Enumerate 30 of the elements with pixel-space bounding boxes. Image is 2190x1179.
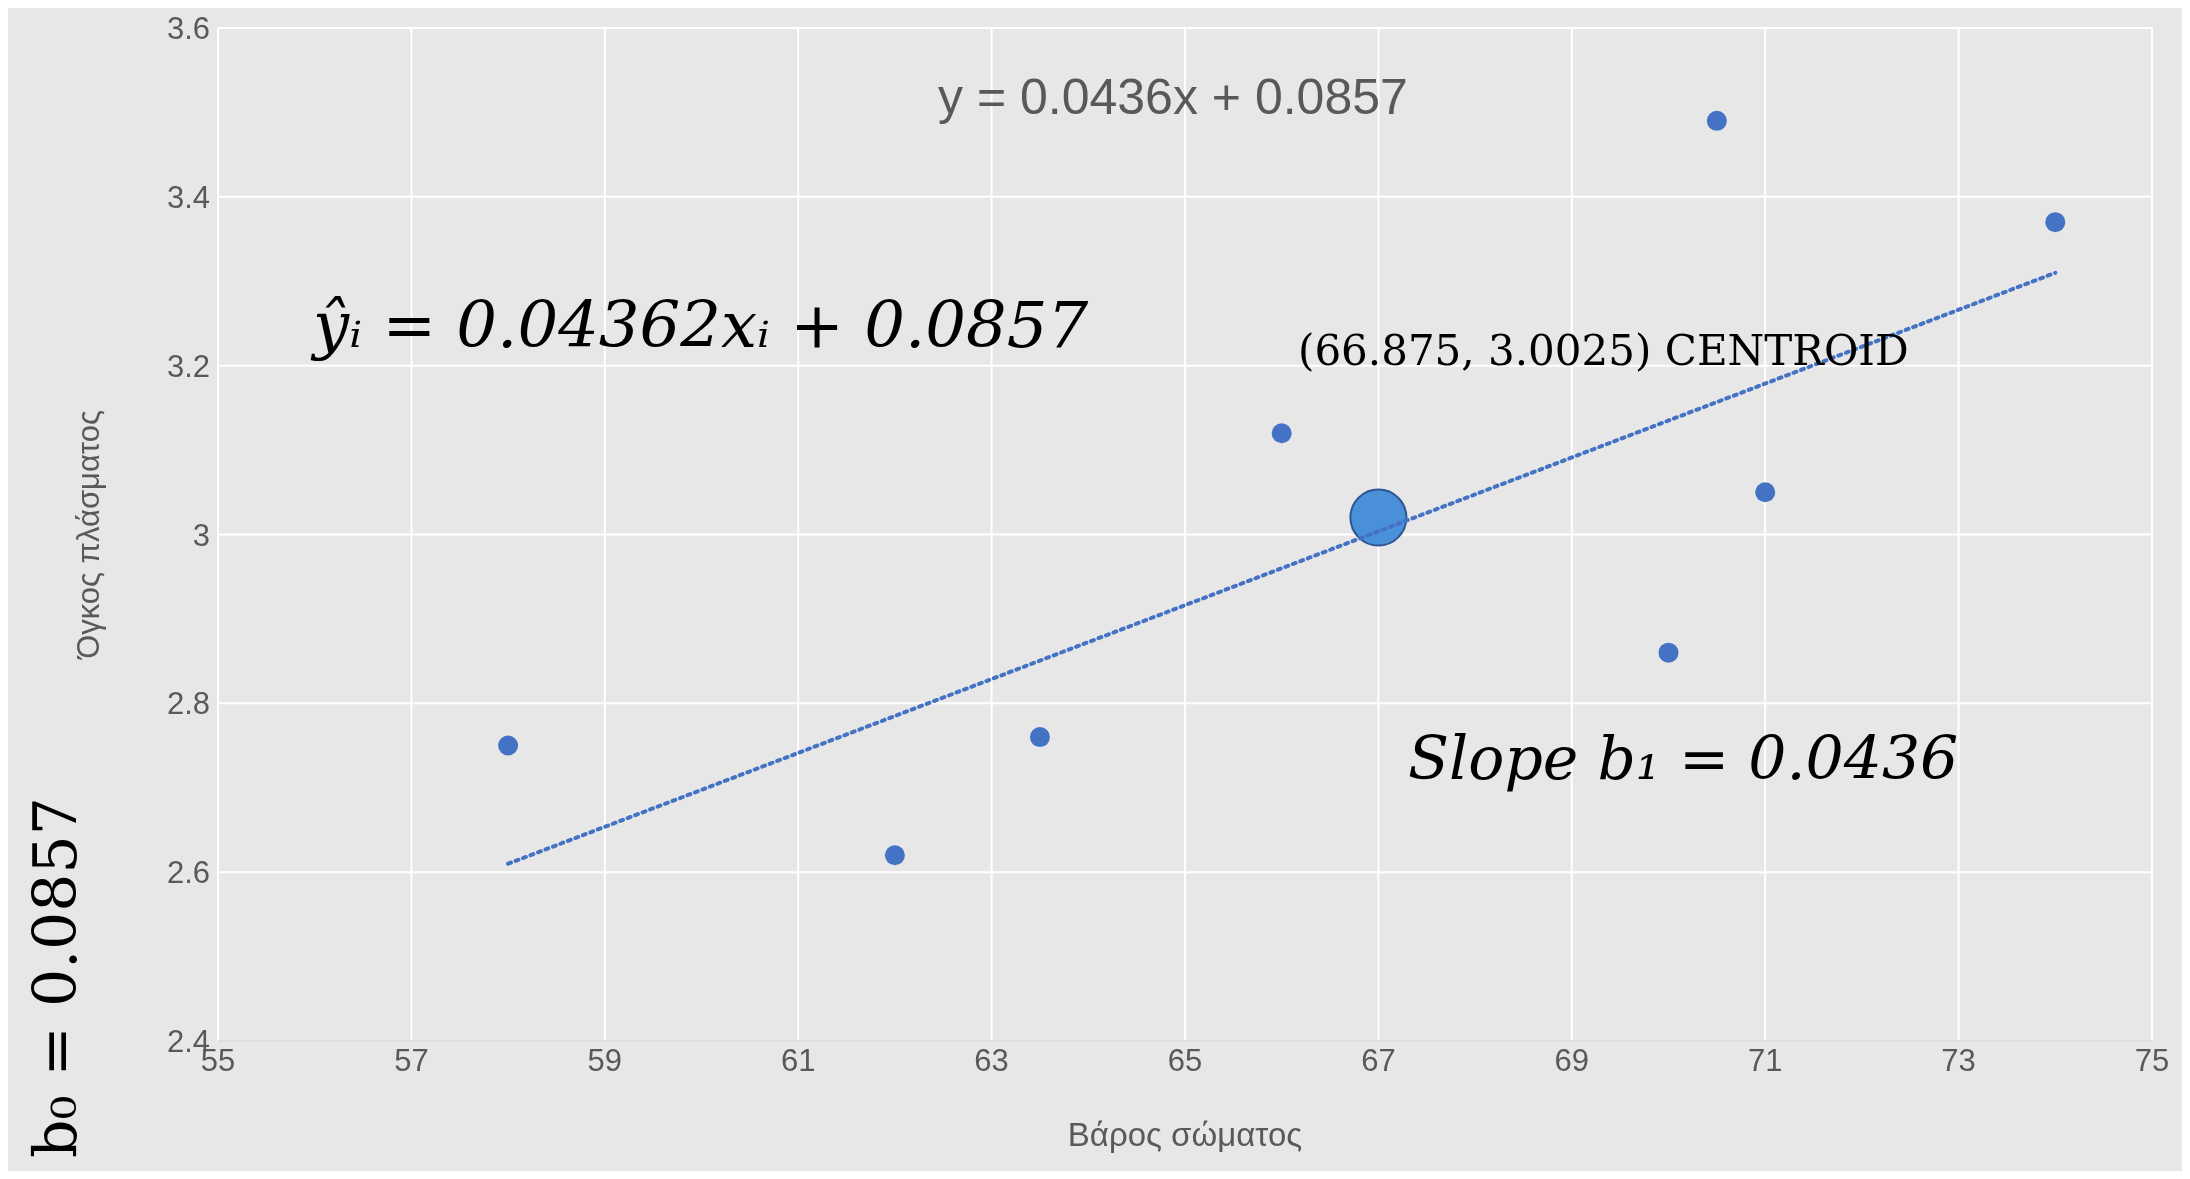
point bbox=[1349, 488, 1408, 547]
y-tick-label: 2.8 bbox=[166, 686, 210, 722]
y-tick-label: 3.4 bbox=[166, 179, 210, 215]
point bbox=[1755, 482, 1776, 503]
point bbox=[884, 845, 905, 866]
text: b₀ = 0.0857 bbox=[20, 797, 90, 1158]
x-tick-label: 63 bbox=[974, 1043, 1009, 1079]
y-axis-title: Όγκος πλάσματος bbox=[71, 410, 107, 661]
point bbox=[1029, 727, 1050, 748]
x-tick-label: 73 bbox=[1941, 1043, 1976, 1079]
point bbox=[1658, 642, 1679, 663]
point bbox=[2045, 212, 2066, 233]
x-tick-label: 65 bbox=[1167, 1043, 1203, 1079]
y-tick-label: 3.2 bbox=[166, 348, 210, 384]
y-tick-label: 3 bbox=[192, 517, 210, 553]
x-tick-label: 71 bbox=[1747, 1043, 1783, 1079]
x-tick-label: 57 bbox=[394, 1043, 429, 1079]
y-tick-label: 2.6 bbox=[166, 855, 210, 891]
point bbox=[1706, 110, 1727, 131]
annotation: y = 0.0436x + 0.0857 bbox=[938, 68, 1408, 126]
x-tick-label: 67 bbox=[1361, 1043, 1396, 1079]
x-tick-label: 61 bbox=[780, 1043, 816, 1079]
point bbox=[498, 735, 519, 756]
x-axis-title: Βάρος σώματος bbox=[1067, 1116, 1303, 1153]
point bbox=[1271, 423, 1292, 444]
x-tick-label: 69 bbox=[1554, 1043, 1590, 1079]
y-tick-label: 3.6 bbox=[166, 11, 210, 47]
annotation: Slope b₁ = 0.0436 bbox=[1408, 723, 1959, 793]
x-tick-label: 59 bbox=[587, 1043, 623, 1079]
x-tick-label: 75 bbox=[2134, 1043, 2170, 1079]
